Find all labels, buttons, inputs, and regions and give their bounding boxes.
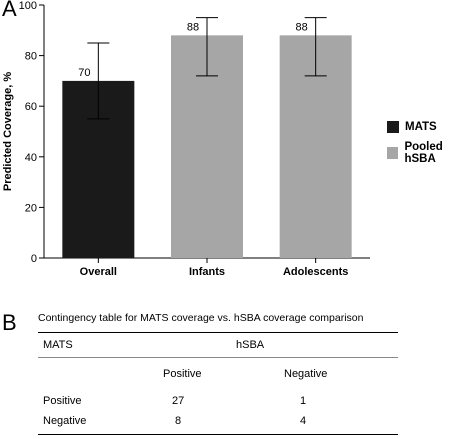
legend-label-pooled-hsba: Pooled hSBA	[404, 141, 443, 165]
x-tick-label: Infants	[189, 266, 225, 278]
x-tick-label: Overall	[80, 266, 117, 278]
table-cell: 8	[175, 415, 182, 427]
y-tick-label: 40	[25, 152, 37, 164]
row-label: Negative	[43, 415, 87, 427]
data-label: 88	[296, 21, 308, 33]
y-tick-label: 80	[25, 51, 37, 63]
y-axis-title: Predicted Coverage, %	[2, 72, 14, 191]
table-title: Contingency table for MATS coverage vs. …	[38, 312, 364, 324]
table-top-rule	[38, 332, 398, 333]
y-tick-label: 20	[25, 202, 37, 214]
legend-swatch-mats	[387, 121, 399, 133]
table-cell: 27	[172, 395, 185, 407]
row-header-label: MATS	[43, 339, 73, 351]
data-label: 70	[78, 67, 90, 79]
column-label-positive: Positive	[163, 368, 202, 380]
legend-label-mats: MATS	[405, 121, 437, 133]
table-cell: 4	[300, 415, 307, 427]
table-cell: 1	[300, 395, 307, 407]
table-bottom-rule	[38, 434, 398, 435]
panel-b-label: B	[2, 310, 17, 335]
row-label: Positive	[43, 395, 82, 407]
table-column-row: Positive Negative	[38, 358, 398, 392]
x-tick-label: Adolescents	[283, 266, 348, 278]
y-tick-label: 60	[25, 101, 37, 113]
legend-swatch-pooled-hsba	[387, 147, 399, 159]
legend-item-pooled-hsba: Pooled hSBA	[387, 141, 474, 165]
contingency-table: Contingency table for MATS coverage vs. …	[38, 312, 398, 435]
table-row: Positive 27 1	[38, 392, 398, 412]
table-row: Negative 8 4	[38, 412, 398, 434]
column-group-label: hSBA	[236, 339, 265, 351]
table-header-row: MATS hSBA	[38, 333, 398, 357]
y-tick-label: 100	[19, 0, 37, 12]
y-tick-label: 0	[31, 253, 37, 265]
column-label-negative: Negative	[284, 368, 328, 380]
panel-a-label: A	[2, 0, 17, 21]
legend-item-mats: MATS	[387, 121, 437, 133]
table-header-rule	[38, 357, 398, 358]
data-label: 88	[187, 21, 199, 33]
bar-chart: 0 20 40 60 80 100 Predicted Coverage, % 70 Overa…	[2, 0, 370, 278]
